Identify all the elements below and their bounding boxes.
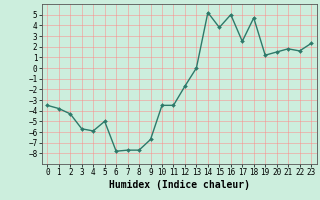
X-axis label: Humidex (Indice chaleur): Humidex (Indice chaleur): [109, 180, 250, 190]
